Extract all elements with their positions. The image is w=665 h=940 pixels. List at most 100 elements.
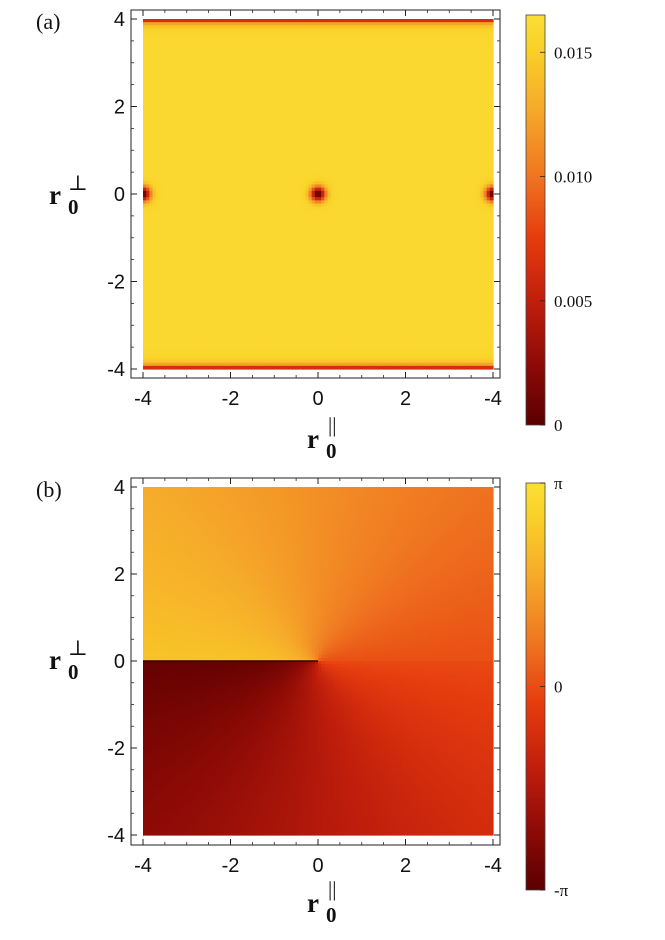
heatmap-cell bbox=[419, 25, 424, 30]
heatmap-cell bbox=[324, 111, 329, 116]
heatmap-cell bbox=[445, 73, 450, 77]
heatmap-cell bbox=[209, 111, 214, 116]
heatmap-cell bbox=[181, 111, 185, 116]
heatmap-cell bbox=[190, 66, 195, 71]
heatmap-cell bbox=[362, 60, 367, 65]
heatmap-cell bbox=[426, 111, 430, 116]
heatmap-cell bbox=[473, 57, 478, 61]
heatmap-cell bbox=[149, 127, 154, 131]
heatmap-cell bbox=[435, 57, 440, 61]
heatmap-cell bbox=[438, 104, 443, 109]
heatmap-cell bbox=[235, 117, 240, 122]
heatmap-cell bbox=[222, 111, 227, 116]
heatmap-cell bbox=[168, 47, 173, 52]
heatmap-cell bbox=[413, 117, 418, 122]
heatmap-cell bbox=[489, 76, 494, 81]
heatmap-cell bbox=[381, 57, 386, 61]
heatmap-cell bbox=[168, 120, 173, 125]
heatmap-cell bbox=[219, 104, 224, 109]
heatmap-cell bbox=[155, 60, 160, 65]
heatmap-cell bbox=[276, 82, 281, 87]
heatmap-cell bbox=[413, 47, 418, 52]
heatmap-cell bbox=[213, 85, 217, 90]
heatmap-cell bbox=[251, 127, 255, 131]
heatmap-cell bbox=[187, 111, 192, 116]
heatmap-cell bbox=[464, 117, 469, 122]
heatmap-cell bbox=[244, 101, 249, 106]
heatmap-cell bbox=[381, 114, 386, 119]
heatmap-cell bbox=[193, 50, 198, 55]
heatmap-cell bbox=[333, 57, 338, 61]
heatmap-cell bbox=[162, 50, 166, 55]
heatmap-cell bbox=[279, 104, 284, 109]
heatmap-cell bbox=[486, 114, 491, 119]
heatmap-cell bbox=[283, 57, 287, 61]
heatmap-cell bbox=[219, 66, 224, 71]
heatmap-cell bbox=[174, 22, 179, 26]
heatmap-cell bbox=[305, 130, 310, 135]
heatmap-cell bbox=[251, 130, 255, 135]
heatmap-cell bbox=[200, 19, 205, 23]
heatmap-cell bbox=[394, 60, 399, 65]
heatmap-cell bbox=[203, 114, 208, 119]
heatmap-cell bbox=[178, 66, 182, 71]
heatmap-cell bbox=[235, 44, 240, 49]
heatmap-cell bbox=[356, 85, 360, 90]
heatmap-cell bbox=[187, 104, 192, 109]
heatmap-cell bbox=[419, 101, 424, 106]
heatmap-cell bbox=[423, 19, 427, 23]
heatmap-cell bbox=[155, 117, 160, 122]
heatmap-cell bbox=[410, 63, 415, 68]
heatmap-cell bbox=[429, 98, 434, 103]
heatmap-cell bbox=[263, 104, 268, 109]
heatmap-cell bbox=[235, 95, 240, 100]
heatmap-cell bbox=[416, 54, 421, 58]
heatmap-cell bbox=[165, 85, 170, 90]
heatmap-cell bbox=[337, 92, 341, 96]
heatmap-cell bbox=[171, 89, 176, 93]
heatmap-cell bbox=[295, 31, 300, 36]
heatmap-cell bbox=[445, 120, 450, 125]
heatmap-cell bbox=[305, 60, 310, 65]
heatmap-cell bbox=[349, 44, 354, 49]
heatmap-cell bbox=[251, 66, 255, 71]
heatmap-cell bbox=[454, 130, 459, 135]
heatmap-cell bbox=[305, 95, 310, 100]
heatmap-cell bbox=[391, 57, 395, 61]
heatmap-cell bbox=[318, 19, 322, 23]
heatmap-cell bbox=[149, 124, 154, 128]
heatmap-cell bbox=[346, 50, 351, 55]
heatmap-cell bbox=[241, 92, 246, 96]
heatmap-cell bbox=[152, 73, 157, 77]
heatmap-cell bbox=[480, 22, 485, 26]
heatmap-cell bbox=[349, 85, 354, 90]
heatmap-cell bbox=[327, 101, 332, 106]
heatmap-cell bbox=[458, 50, 462, 55]
heatmap-cell bbox=[225, 19, 230, 23]
heatmap-cell bbox=[368, 41, 373, 46]
heatmap-cell bbox=[473, 73, 478, 77]
heatmap-cell bbox=[209, 130, 214, 135]
heatmap-cell bbox=[489, 120, 494, 125]
heatmap-cell bbox=[216, 89, 220, 93]
heatmap-cell bbox=[206, 54, 211, 58]
heatmap-cell bbox=[314, 73, 319, 77]
heatmap-cell bbox=[235, 130, 240, 135]
heatmap-cell bbox=[203, 57, 208, 61]
heatmap-cell bbox=[343, 130, 348, 135]
heatmap-cell bbox=[403, 31, 408, 36]
heatmap-cell bbox=[461, 44, 465, 49]
heatmap-cell bbox=[251, 60, 255, 65]
heatmap-cell bbox=[324, 54, 329, 58]
heatmap-cell bbox=[235, 19, 240, 23]
heatmap-cell bbox=[442, 22, 446, 26]
heatmap-cell bbox=[292, 101, 297, 106]
heatmap-cell bbox=[423, 92, 427, 96]
heatmap-cell bbox=[384, 19, 389, 23]
heatmap-cell bbox=[461, 95, 465, 100]
heatmap-cell bbox=[254, 95, 259, 100]
heatmap-cell bbox=[286, 38, 290, 42]
heatmap-cell bbox=[244, 22, 249, 26]
heatmap-cell bbox=[467, 127, 472, 131]
heatmap-cell bbox=[270, 25, 275, 30]
